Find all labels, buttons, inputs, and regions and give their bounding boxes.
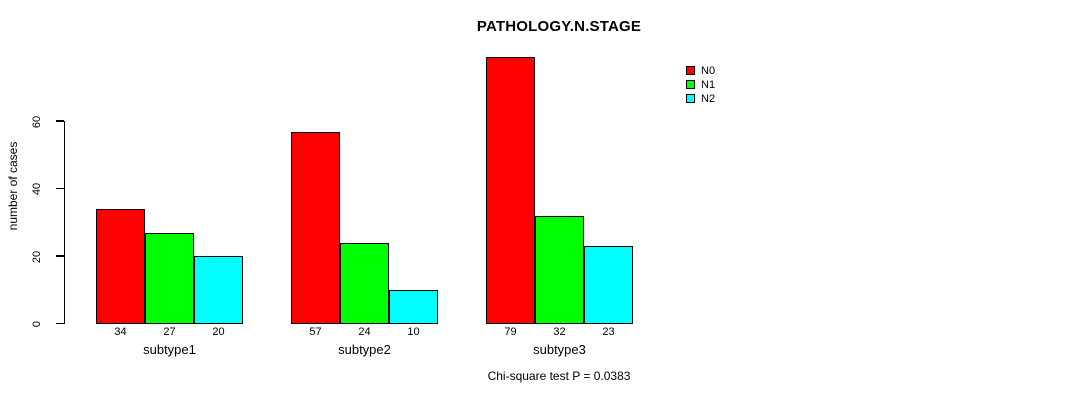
bar-value-label: 20 — [212, 326, 225, 338]
chart-title: PATHOLOGY.N.STAGE — [476, 18, 642, 35]
bar-subtype1-N0 — [96, 209, 145, 324]
legend-label-N1: N1 — [701, 78, 716, 91]
legend-swatch-N2 — [686, 94, 695, 103]
bar-value-label: 27 — [163, 326, 176, 338]
bar-subtype2-N0 — [291, 132, 340, 324]
y-axis-line — [63, 120, 65, 324]
legend-swatch-N0 — [686, 66, 695, 75]
bar-subtype2-N1 — [340, 243, 389, 324]
y-tick-mark — [56, 255, 64, 257]
category-label-subtype1: subtype1 — [143, 342, 196, 357]
y-tick-label: 0 — [31, 320, 43, 328]
y-tick-mark — [56, 322, 64, 325]
bar-value-label: 57 — [309, 326, 322, 338]
y-tick-label: 40 — [31, 182, 43, 196]
legend-swatch-N1 — [686, 80, 695, 89]
y-tick-label: 20 — [31, 250, 43, 263]
chi-square-annotation: Chi-square test P = 0.0383 — [487, 369, 631, 383]
y-tick-label: 60 — [31, 115, 43, 128]
bar-subtype3-N0 — [486, 57, 535, 324]
y-tick-mark — [56, 187, 64, 190]
y-tick-mark — [56, 120, 64, 122]
bar-value-label: 10 — [407, 326, 420, 338]
legend-label-N2: N2 — [701, 92, 716, 105]
bar-subtype3-N1 — [535, 216, 584, 324]
bar-subtype3-N2 — [584, 246, 633, 324]
bar-value-label: 24 — [358, 326, 371, 338]
legend-label-N0: N0 — [701, 64, 716, 77]
category-label-subtype2: subtype2 — [338, 342, 391, 357]
y-axis-label: number of cases — [6, 141, 20, 231]
bar-value-label: 32 — [553, 326, 566, 338]
bar-subtype1-N1 — [145, 233, 194, 324]
bar-value-label: 34 — [114, 326, 127, 338]
bar-value-label: 79 — [504, 326, 517, 338]
bar-subtype1-N2 — [194, 256, 243, 324]
bar-subtype2-N2 — [389, 290, 438, 324]
category-label-subtype3: subtype3 — [533, 342, 586, 357]
bar-value-label: 23 — [602, 326, 615, 338]
